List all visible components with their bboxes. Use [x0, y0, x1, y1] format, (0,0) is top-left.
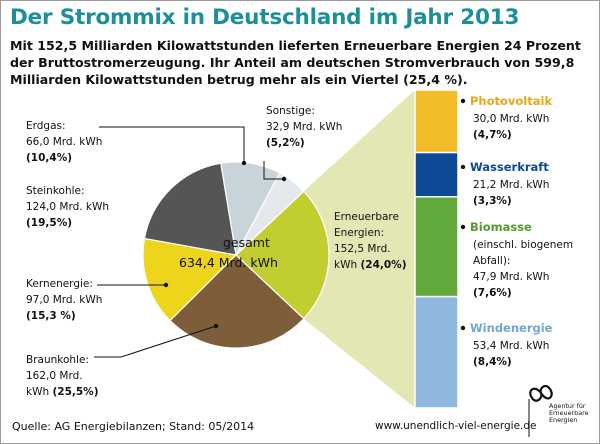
slice-label-erdgas: Erdgas: 66,0 Mrd. kWh (10,4%): [26, 120, 102, 164]
bar-label-dot-photovoltaik: [460, 98, 466, 104]
website-link[interactable]: www.unendlich-viel-energie.de: [375, 420, 537, 432]
bar-label-value-biomasse: (einschl. biogenem Abfall): 47,9 Mrd. kWh(…: [473, 239, 573, 299]
logo-text: Agentur für Erneuerbare Energien: [549, 402, 589, 425]
bar-label-value-windenergie: 53,4 Mrd. kWh (8,4%): [473, 340, 549, 368]
source-note: Quelle: AG Energiebilanzen; Stand: 05/20…: [12, 420, 255, 433]
page-subtitle: Mit 152,5 Milliarden Kilowattstunden lie…: [10, 38, 581, 87]
leader-dot-sonstige: [281, 176, 287, 182]
slice-label-kernenergie: Kernenergie: 97,0 Mrd. kWh (15,3 %): [26, 278, 102, 322]
bar-label-dot-windenergie: [460, 325, 466, 331]
pie-slice-braunkohle: [169, 254, 305, 349]
infinity-icon: [528, 385, 553, 437]
pie-slice-erneuerbare-energien: [235, 190, 330, 320]
slice-label-sonstige: Sonstige: 32,9 Mrd. kWh (5,2%): [266, 105, 342, 149]
pie-slice-steinkohle: [143, 162, 237, 256]
bar-segment-biomasse: [414, 196, 459, 298]
slice-label-steinkohle: Steinkohle: 124,0 Mrd. kWh (19,5%): [26, 185, 109, 229]
bar-label-name-biomasse: Biomasse: [470, 220, 532, 234]
pie-center-label-value: 634,4 Mrd. kWh: [179, 255, 278, 270]
bar-label-name-windenergie: Windenergie: [470, 321, 553, 335]
agency-logo: Agentur für Erneuerbare Energien: [528, 385, 598, 441]
leader-dot-erdgas: [241, 160, 247, 166]
slice-label-braunkohle: Braunkohle: 162,0 Mrd. kWh (25,5%): [26, 354, 99, 398]
bar-segment-photovoltaik: [414, 89, 459, 154]
bar-segment-wasserkraft: [414, 151, 459, 198]
page-title: Der Strommix in Deutschland im Jahr 2013: [10, 5, 520, 30]
pie-slice-kernenergie: [142, 237, 238, 322]
renewables-connector: [303, 90, 415, 408]
pie-slice-sonstige: [235, 172, 305, 256]
pie-center-label-total: gesamt: [223, 235, 270, 250]
leader-line-erdgas: [99, 126, 245, 163]
bar-label-value-wasserkraft: 21,2 Mrd. kWh (3,3%): [473, 179, 549, 207]
leader-line-sonstige: [263, 161, 284, 180]
bar-label-dot-wasserkraft: [460, 164, 466, 170]
bar-label-name-photovoltaik: Photovoltaik: [470, 94, 552, 108]
leader-dot-braunkohle: [213, 323, 219, 329]
bar-label-value-photovoltaik: 30,0 Mrd. kWh (4,7%): [473, 113, 549, 141]
bar-label-dot-biomasse: [460, 224, 466, 230]
leader-dot-kernenergie: [163, 282, 169, 288]
bar-label-name-wasserkraft: Wasserkraft: [470, 160, 549, 174]
bar-segment-windenergie: [414, 295, 459, 409]
leader-line-braunkohle: [94, 325, 217, 358]
slice-label-erneuerbare-energien: Erneuerbare Energien: 152,5 Mrd. kWh (24,0%…: [334, 211, 407, 271]
